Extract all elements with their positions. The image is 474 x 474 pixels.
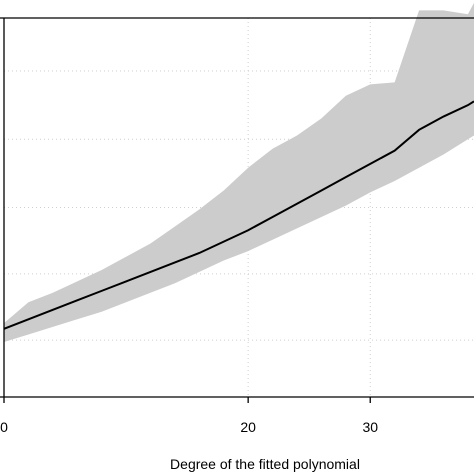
- series-line-layer: [3, 100, 474, 330]
- confidence-band: [4, 2, 474, 343]
- x-tick-label-1: 20: [240, 419, 256, 435]
- x-tick-label-2: 30: [362, 419, 378, 435]
- x-tick-label-0: 0: [0, 419, 8, 435]
- axis-layer: [0, 17, 474, 398]
- x-axis-label: Degree of the fitted polynomial: [170, 456, 360, 472]
- x-tick-layer: 0 20 30: [0, 397, 378, 435]
- confidence-band-layer: [4, 2, 474, 343]
- series-line: [3, 100, 474, 330]
